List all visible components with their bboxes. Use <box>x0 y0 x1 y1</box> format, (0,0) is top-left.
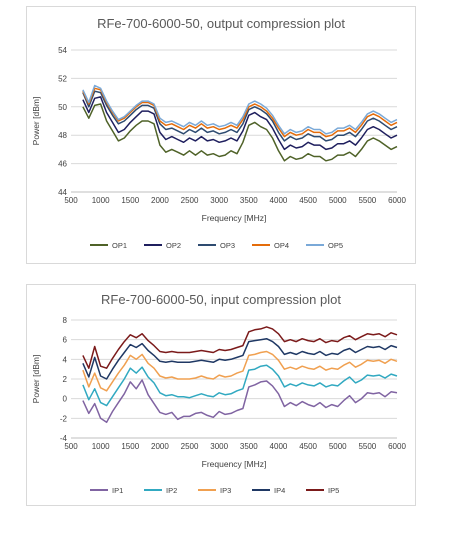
x-tick-label: 3000 <box>210 196 228 205</box>
x-tick-label: 4500 <box>299 442 317 451</box>
x-tick-label: 6000 <box>388 442 406 451</box>
x-tick-label: 3000 <box>210 442 228 451</box>
x-tick-label: 6000 <box>388 196 406 205</box>
x-tick-label: 2500 <box>181 442 199 451</box>
x-tick-label: 4500 <box>299 196 317 205</box>
series-line-op1 <box>82 103 398 162</box>
series-line-ip5 <box>82 326 398 369</box>
x-tick-label: 2000 <box>151 442 169 451</box>
y-tick-label: 6 <box>63 336 68 345</box>
legend-entry: IP5 <box>328 486 339 495</box>
y-axis-label: Power [dBm] <box>31 97 41 146</box>
input-compression-chart: RFe-700-6000-50, input compression plot -… <box>31 292 406 495</box>
series-line-ip4 <box>82 337 398 380</box>
series-line-ip3 <box>82 350 398 392</box>
input-compression-chart-panel: RFe-700-6000-50, input compression plot -… <box>26 284 416 506</box>
series-line-ip2 <box>82 364 398 407</box>
x-tick-label: 1500 <box>121 196 139 205</box>
legend-entry: IP2 <box>166 486 177 495</box>
x-tick-label: 1000 <box>92 196 110 205</box>
legend-entry: IP4 <box>274 486 285 495</box>
x-tick-label: 3500 <box>240 196 258 205</box>
output-compression-chart-panel: RFe-700-6000-50, output compression plot… <box>26 6 416 264</box>
chart-title: RFe-700-6000-50, output compression plot <box>97 16 345 31</box>
legend-entry: OP4 <box>274 241 289 250</box>
x-tick-label: 4000 <box>270 196 288 205</box>
series-line-ip1 <box>82 379 398 424</box>
y-tick-label: 52 <box>58 74 67 83</box>
legend-entry: OP5 <box>328 241 343 250</box>
x-tick-label: 2500 <box>181 196 199 205</box>
y-tick-label: 8 <box>63 316 68 325</box>
y-tick-label: 4 <box>63 355 68 364</box>
x-axis-label: Frequency [MHz] <box>202 459 267 469</box>
y-tick-label: -4 <box>60 434 68 443</box>
x-tick-label: 5000 <box>329 196 347 205</box>
legend-entry: OP1 <box>112 241 127 250</box>
y-tick-label: 44 <box>58 188 67 197</box>
chart-title: RFe-700-6000-50, input compression plot <box>101 292 341 307</box>
output-compression-chart: RFe-700-6000-50, output compression plot… <box>31 16 406 250</box>
x-tick-label: 5500 <box>358 442 376 451</box>
x-tick-label: 500 <box>64 442 78 451</box>
x-tick-label: 4000 <box>270 442 288 451</box>
legend-entry: IP3 <box>220 486 231 495</box>
series-line-op5 <box>82 84 398 135</box>
x-tick-label: 5000 <box>329 442 347 451</box>
y-tick-label: 46 <box>58 160 67 169</box>
x-tick-label: 500 <box>64 196 78 205</box>
series-line-op4 <box>82 87 398 138</box>
series-line-op3 <box>82 90 398 142</box>
y-tick-label: 50 <box>58 103 67 112</box>
series-line-op2 <box>82 96 398 151</box>
x-tick-label: 5500 <box>358 196 376 205</box>
x-axis-label: Frequency [MHz] <box>202 213 267 223</box>
legend-entry: IP1 <box>112 486 123 495</box>
y-tick-label: 0 <box>63 395 68 404</box>
x-tick-label: 2000 <box>151 196 169 205</box>
y-tick-label: 54 <box>58 46 67 55</box>
legend-entry: OP3 <box>220 241 235 250</box>
y-tick-label: 2 <box>63 375 68 384</box>
y-tick-label: 48 <box>58 131 67 140</box>
x-tick-label: 1000 <box>92 442 110 451</box>
y-axis-label: Power [dBm] <box>31 355 41 404</box>
x-tick-label: 3500 <box>240 442 258 451</box>
y-tick-label: -2 <box>60 414 68 423</box>
x-tick-label: 1500 <box>121 442 139 451</box>
legend-entry: OP2 <box>166 241 181 250</box>
